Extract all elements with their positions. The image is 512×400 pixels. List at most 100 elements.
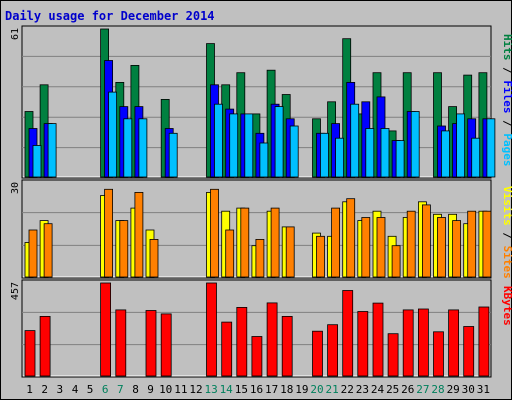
bar-kbytes-day-28 xyxy=(433,331,444,377)
bar-pages-day-2 xyxy=(47,123,57,178)
x-tick-label-28: 28 xyxy=(431,383,444,396)
bar-pages-day-25 xyxy=(395,140,405,178)
bar-sites-day-2 xyxy=(43,223,53,278)
bar-pages-day-16 xyxy=(259,142,269,178)
x-tick-label-25: 25 xyxy=(386,383,399,396)
bar-sites-day-28 xyxy=(437,217,446,278)
bar-kbytes-day-17 xyxy=(266,302,278,377)
legend-entry: KBytes xyxy=(501,286,512,326)
bar-pages-day-13 xyxy=(214,103,223,178)
x-tick-label-17: 17 xyxy=(265,383,278,396)
bar-sites-day-31 xyxy=(482,210,492,278)
bar-kbytes-day-13 xyxy=(206,282,217,377)
bar-sites-day-30 xyxy=(467,210,477,278)
bar-pages-day-22 xyxy=(350,103,360,178)
y-max-label: 457 xyxy=(10,282,21,300)
bar-kbytes-day-23 xyxy=(357,311,369,377)
x-tick-label-21: 21 xyxy=(325,383,338,396)
legend-entry: Visits xyxy=(501,186,512,226)
x-tick-label-22: 22 xyxy=(341,383,354,396)
x-tick-label-7: 7 xyxy=(117,383,124,396)
bar-sites-day-29 xyxy=(452,220,462,278)
x-tick-label-30: 30 xyxy=(462,383,475,396)
x-tick-label-20: 20 xyxy=(310,383,323,396)
x-tick-label-19: 19 xyxy=(295,383,308,396)
bar-pages-day-29 xyxy=(456,113,466,178)
x-tick-label-8: 8 xyxy=(132,383,139,396)
x-tick-label-16: 16 xyxy=(250,383,263,396)
bar-pages-day-31 xyxy=(486,118,496,178)
bar-kbytes-day-14 xyxy=(221,321,233,377)
right-legend-label: Visits / Sites xyxy=(501,186,512,279)
bar-sites-day-8 xyxy=(134,191,144,278)
x-tick-label-1: 1 xyxy=(26,383,33,396)
panel-kbytes: 457 KBytes xyxy=(10,279,512,378)
bar-pages-day-30 xyxy=(471,137,481,178)
right-legend-label: Hits / Files / Pages xyxy=(501,34,512,167)
x-tick-label-11: 11 xyxy=(174,383,187,396)
bar-kbytes-day-6 xyxy=(100,282,111,377)
x-tick-label-23: 23 xyxy=(356,383,369,396)
legend-entry: / xyxy=(501,114,512,134)
bar-kbytes-day-25 xyxy=(387,333,399,377)
bar-kbytes-day-1 xyxy=(24,330,36,377)
bar-pages-day-14 xyxy=(229,113,239,178)
bar-pages-day-1 xyxy=(32,145,42,178)
bar-sites-day-26 xyxy=(406,210,416,278)
y-max-label: 61 xyxy=(10,28,21,40)
bar-kbytes-day-26 xyxy=(402,309,414,377)
bar-sites-day-14 xyxy=(225,229,235,278)
x-tick-label-24: 24 xyxy=(371,383,385,396)
bar-kbytes-day-29 xyxy=(448,309,460,377)
bar-pages-day-10 xyxy=(168,132,178,178)
bar-sites-day-1 xyxy=(28,229,38,278)
x-tick-label-27: 27 xyxy=(416,383,429,396)
bar-kbytes-day-31 xyxy=(478,306,490,377)
bar-pages-day-6 xyxy=(108,91,117,178)
x-tick-label-12: 12 xyxy=(189,383,202,396)
bar-pages-day-8 xyxy=(138,118,148,178)
bar-kbytes-day-24 xyxy=(372,302,384,377)
bar-sites-day-13 xyxy=(210,188,219,278)
bar-kbytes-day-30 xyxy=(463,326,475,377)
x-tick-label-2: 2 xyxy=(41,383,48,396)
legend-entry: / xyxy=(501,61,512,81)
bar-sites-day-23 xyxy=(361,217,371,278)
bar-pages-day-17 xyxy=(274,106,284,178)
bar-pages-day-23 xyxy=(365,128,375,178)
x-tick-label-9: 9 xyxy=(147,383,154,396)
x-tick-label-26: 26 xyxy=(401,383,414,396)
legend-entry: / xyxy=(501,226,512,246)
legend-entry: Hits xyxy=(501,34,512,61)
bar-sites-day-18 xyxy=(285,226,295,278)
bar-kbytes-day-2 xyxy=(39,315,51,377)
bar-kbytes-day-10 xyxy=(160,313,172,377)
bar-sites-day-16 xyxy=(255,238,265,278)
bar-pages-day-20 xyxy=(320,132,329,178)
bar-kbytes-day-16 xyxy=(251,336,263,377)
x-tick-label-29: 29 xyxy=(447,383,460,396)
x-tick-label-4: 4 xyxy=(72,383,79,396)
panel-visits: 30 Visits / Sites xyxy=(10,179,512,279)
x-tick-label-13: 13 xyxy=(204,383,217,396)
x-tick-label-18: 18 xyxy=(280,383,293,396)
chart-title: Daily usage for December 2014 xyxy=(5,9,215,23)
bar-sites-day-21 xyxy=(331,207,341,278)
bar-kbytes-day-21 xyxy=(327,324,339,377)
x-axis-day-labels: 1 2 3 4 5 6 7 8 9 10 11 12 13 14 15 16 17 18 19 20 21 22 23 24 2… xyxy=(26,383,490,396)
bar-pages-day-21 xyxy=(335,137,345,178)
bar-kbytes-day-20 xyxy=(312,330,323,377)
bar-kbytes-day-9 xyxy=(145,310,157,377)
x-tick-label-15: 15 xyxy=(235,383,248,396)
x-tick-label-31: 31 xyxy=(477,383,490,396)
bar-sites-day-7 xyxy=(119,220,129,278)
bar-pages-day-7 xyxy=(123,118,133,178)
bar-pages-day-18 xyxy=(289,125,299,178)
bar-kbytes-day-15 xyxy=(236,306,248,377)
bar-sites-day-15 xyxy=(240,207,250,278)
legend-entry: Sites xyxy=(501,246,512,279)
bar-sites-day-25 xyxy=(391,245,401,278)
panel-hits: 61 Hits / Files / Pages xyxy=(10,25,512,179)
